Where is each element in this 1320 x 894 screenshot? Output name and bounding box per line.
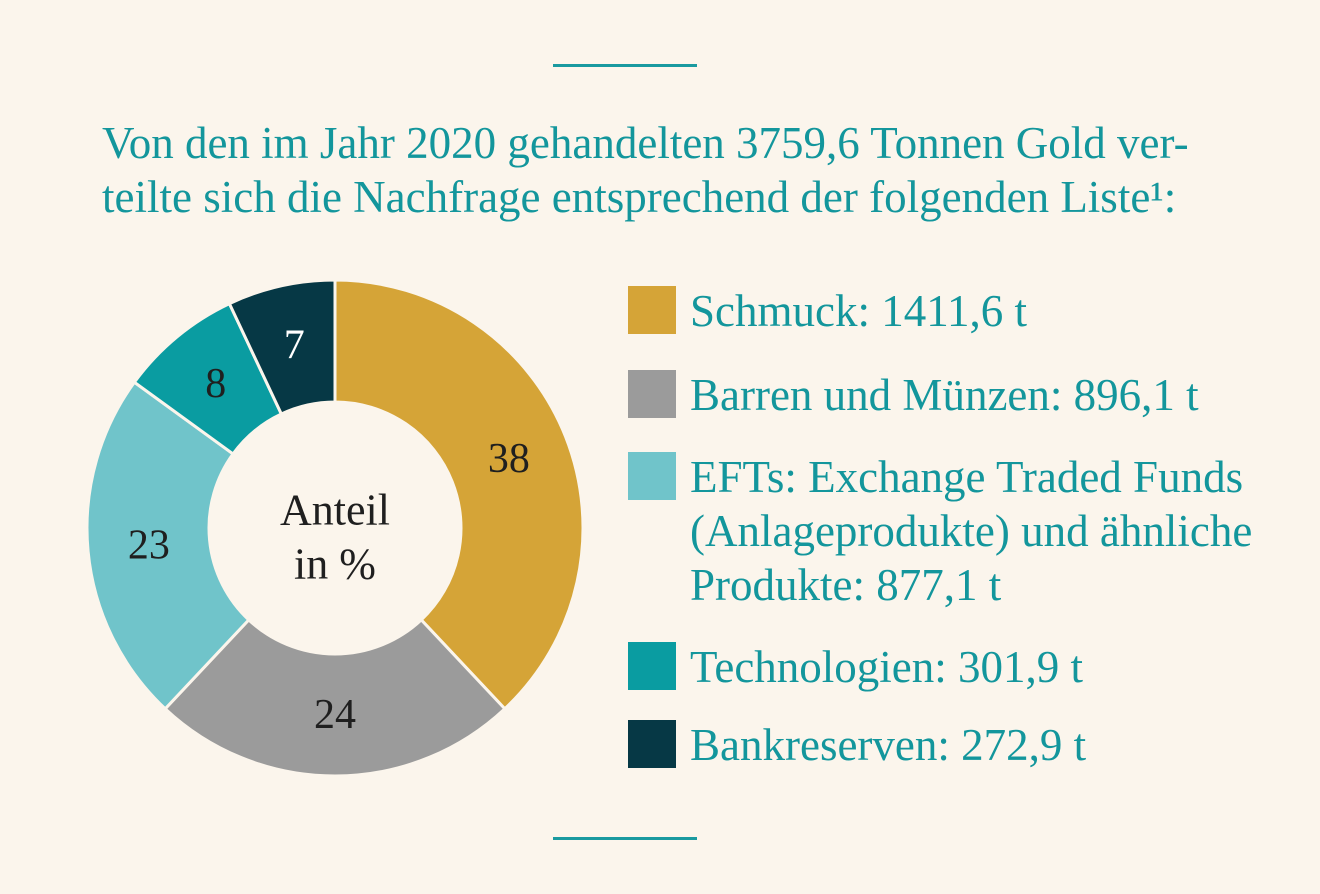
center-label-line-1: Anteil [280, 486, 390, 535]
legend-item-4: Technologien: 301,9 t [628, 642, 1083, 694]
legend-swatch [628, 286, 676, 334]
chart-headline: Von den im Jahr 2020 gehandelten 3759,6 … [102, 116, 1282, 224]
top-divider [553, 64, 697, 67]
legend-item-1: Schmuck: 1411,6 t [628, 286, 1027, 338]
bottom-divider [553, 837, 697, 840]
legend-label: EFTs: Exchange Traded Funds (Anlageproduk… [690, 450, 1252, 612]
legend-label: Technologien: 301,9 t [690, 640, 1083, 694]
center-label-line-2: in % [294, 540, 376, 589]
slice-value-label-2: 24 [314, 692, 356, 738]
legend-swatch [628, 452, 676, 500]
legend-label-line: Bankreserven: 272,9 t [690, 720, 1087, 770]
legend-label-line: Produkte: 877,1 t [690, 560, 1002, 610]
legend-label-line: Schmuck: 1411,6 t [690, 286, 1028, 336]
legend-label-line: EFTs: Exchange Traded Funds [690, 452, 1244, 502]
donut-chart: 38 24 23 8 7 Anteil in % [85, 278, 585, 778]
legend-label-line: (Anlageprodukte) und ähnliche [690, 506, 1253, 556]
legend-swatch [628, 720, 676, 768]
legend-label: Schmuck: 1411,6 t [690, 284, 1027, 338]
slice-value-label-1: 38 [488, 436, 530, 482]
donut-slice-3 [85, 380, 251, 711]
legend-label-line: Technologien: 301,9 t [690, 642, 1084, 692]
donut-slice-5 [227, 278, 337, 416]
legend-item-3: EFTs: Exchange Traded Funds (Anlageproduk… [628, 452, 1252, 612]
slice-value-label-4: 8 [205, 361, 226, 407]
slice-value-label-5: 7 [284, 323, 305, 369]
legend-label-line: Barren und Münzen: 896,1 t [690, 370, 1199, 420]
legend-swatch [628, 370, 676, 418]
headline-line-1: Von den im Jahr 2020 gehandelten 3759,6 … [102, 118, 1189, 168]
donut-slice-1 [333, 278, 585, 711]
legend-item-2: Barren und Münzen: 896,1 t [628, 370, 1199, 422]
slice-value-label-3: 23 [128, 523, 170, 569]
legend-swatch [628, 642, 676, 690]
legend-label: Barren und Münzen: 896,1 t [690, 368, 1199, 422]
legend-label: Bankreserven: 272,9 t [690, 718, 1086, 772]
donut-slice-2 [163, 617, 507, 778]
legend-item-5: Bankreserven: 272,9 t [628, 720, 1086, 772]
headline-line-2: teilte sich die Nachfrage entsprechend d… [102, 172, 1177, 222]
